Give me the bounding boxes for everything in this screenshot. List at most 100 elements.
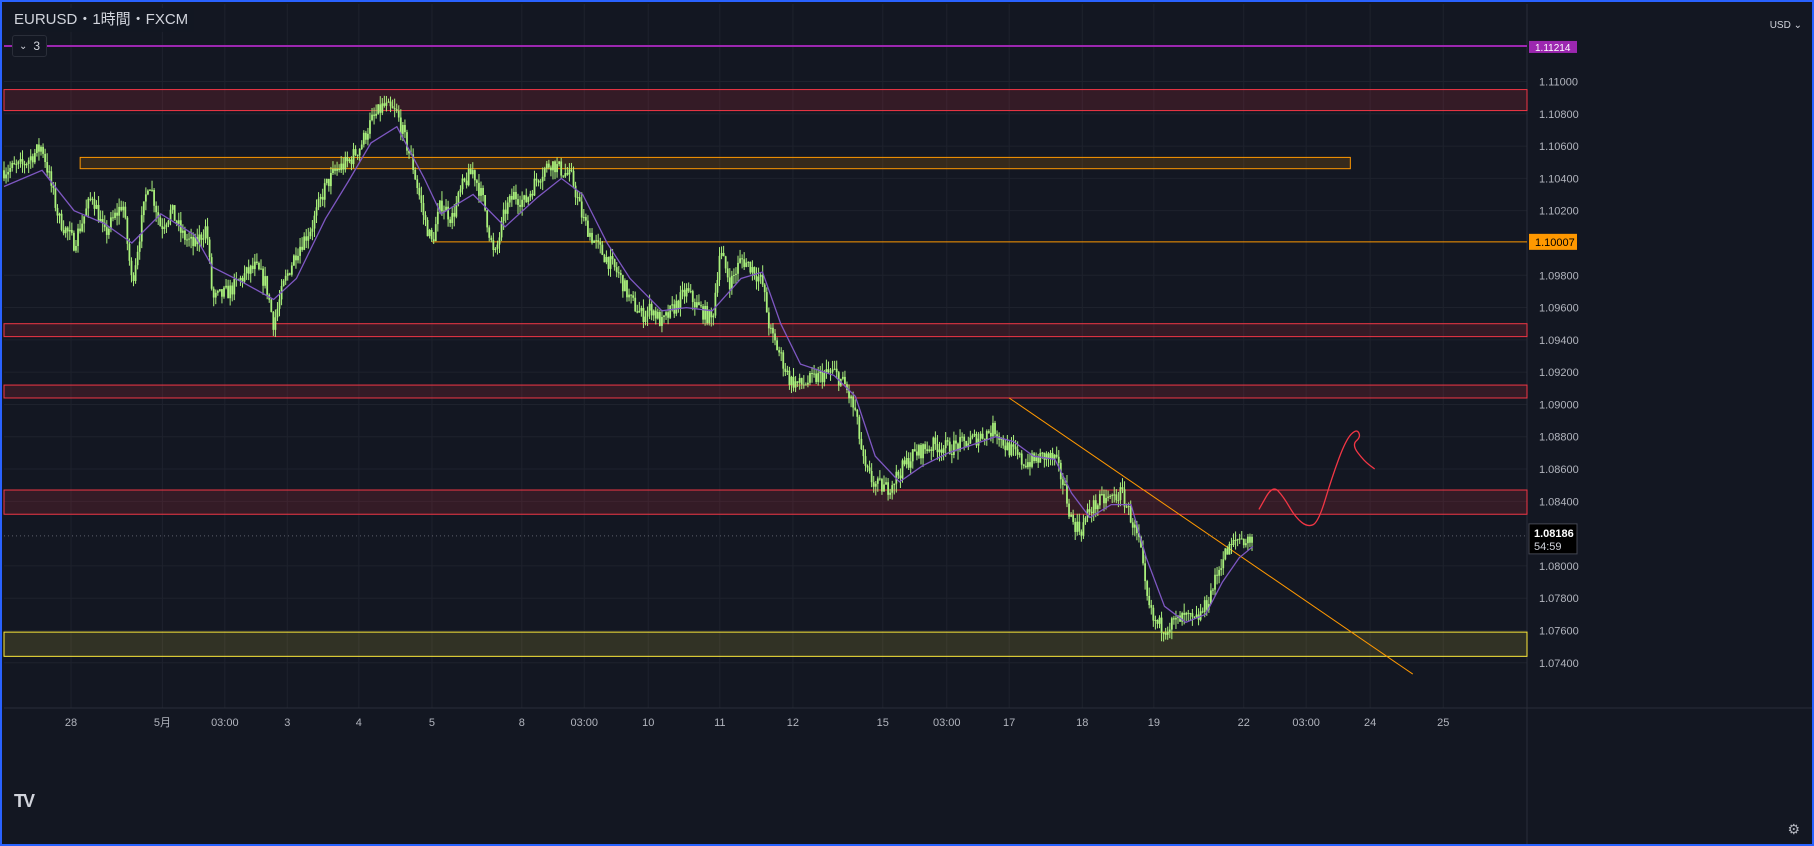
candle-body [447, 206, 450, 220]
candle [13, 156, 16, 165]
candle [897, 469, 900, 479]
candle-body [406, 132, 408, 151]
candle [889, 488, 892, 499]
candle-body [562, 175, 565, 177]
candle-body [1068, 503, 1070, 517]
candle [531, 189, 534, 200]
price-tick-label: 1.11000 [1539, 77, 1578, 89]
candle [144, 187, 147, 211]
price-tick-label: 1.10600 [1539, 141, 1579, 153]
candle-body [671, 304, 674, 306]
candle [293, 254, 295, 267]
candle-body [457, 192, 460, 204]
candle-body [1247, 536, 1249, 544]
candle-body [1150, 605, 1153, 608]
candle-body [990, 432, 992, 437]
chevron-down-icon: ⌄ [19, 41, 28, 52]
candle-body [560, 161, 563, 176]
candle-body [550, 167, 552, 171]
indicator-toggle[interactable]: ⌄ 3 [12, 35, 48, 57]
currency-label[interactable]: USD ⌄ [1769, 20, 1802, 31]
candle-body [416, 179, 419, 189]
candle-body [25, 163, 28, 166]
gear-icon[interactable]: ⚙ [1787, 821, 1800, 837]
current-price-label: 1.08186 [1534, 528, 1574, 540]
candle-body [809, 372, 811, 383]
candle-body [1047, 453, 1050, 459]
candle [66, 226, 69, 241]
candle-body [1117, 500, 1120, 502]
candle-body [889, 492, 892, 495]
candle [819, 365, 822, 383]
candle [272, 310, 275, 336]
candle [1107, 490, 1109, 502]
candle [5, 167, 7, 184]
candle-body [663, 315, 665, 317]
candle-body [969, 437, 972, 444]
candle [122, 201, 125, 218]
candle [1162, 632, 1165, 642]
candle-body [434, 224, 437, 242]
candle-body [122, 206, 125, 211]
candle-body [1107, 496, 1109, 498]
candle-body [778, 350, 781, 353]
candle-body [243, 273, 246, 282]
candle [225, 279, 227, 290]
candle [833, 360, 836, 371]
candle [708, 309, 711, 326]
candle-body [399, 117, 402, 134]
candle-body [967, 443, 970, 447]
candle-body [379, 104, 382, 113]
candle-body [305, 236, 308, 241]
zone-red [3, 323, 1528, 338]
candle [887, 478, 890, 501]
candle-body [1156, 620, 1159, 624]
candle-body [31, 156, 34, 163]
candle-body [356, 154, 359, 156]
candle-body [498, 237, 501, 245]
candle-body [650, 303, 653, 316]
candle [362, 130, 365, 148]
candle-body [130, 260, 133, 276]
candle [424, 211, 427, 227]
candle-body [1195, 614, 1198, 618]
candle [732, 268, 735, 284]
candle [844, 370, 846, 385]
candle-body [1220, 568, 1223, 570]
symbol-title[interactable]: EURUSD・1時間・FXCM [8, 8, 195, 32]
candle [911, 449, 914, 469]
candle-body [1234, 539, 1237, 541]
candle [393, 98, 396, 118]
candle-body [342, 163, 345, 170]
candle [971, 433, 974, 440]
candle [562, 175, 565, 179]
candle [603, 253, 606, 263]
candle [735, 267, 737, 285]
candle-body [856, 409, 859, 417]
candle-body [767, 312, 770, 329]
candle-body [293, 255, 295, 266]
candle-body [107, 228, 110, 235]
candle-body [891, 485, 894, 493]
candle-body [40, 146, 42, 152]
candle-body [554, 161, 556, 173]
candle-body [89, 198, 92, 200]
candle-body [529, 193, 532, 198]
candle [360, 140, 363, 150]
candle-body [66, 227, 69, 232]
candle [1109, 494, 1112, 500]
candle [247, 259, 250, 281]
candle [745, 258, 748, 268]
candle [286, 269, 289, 281]
candle [441, 191, 443, 216]
candle-body [1224, 548, 1227, 560]
candle-body [817, 373, 820, 382]
zone-red [3, 489, 1528, 515]
candle-body [556, 164, 558, 173]
candle [70, 222, 73, 236]
candle-body [210, 257, 213, 289]
candle-body [776, 340, 778, 351]
candle-body [408, 150, 410, 154]
